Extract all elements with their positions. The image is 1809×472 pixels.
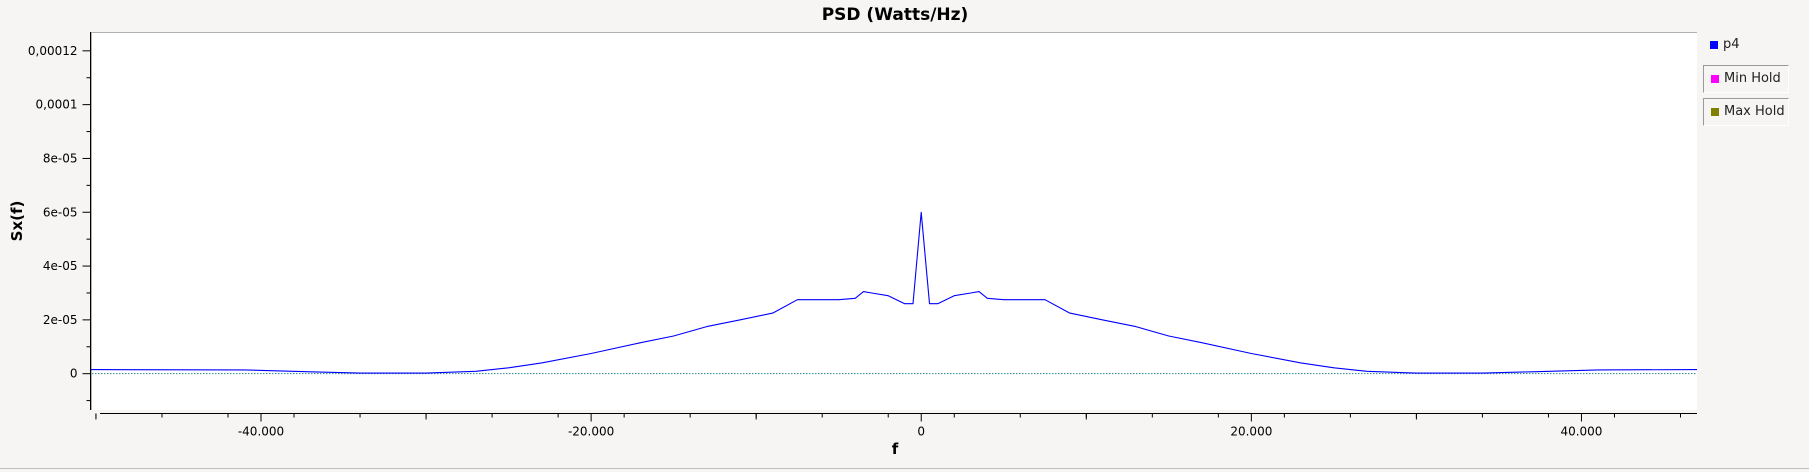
legend-swatch-max-hold (1711, 108, 1719, 116)
plot-canvas[interactable] (91, 32, 1697, 410)
legend-item-max-hold[interactable]: Max Hold (1703, 98, 1789, 126)
y-tick-label: 8e-05 (43, 151, 78, 165)
chart-legend: p4 Min Hold Max Hold (1703, 32, 1789, 131)
legend-label-p4: p4 (1723, 37, 1740, 52)
x-tick-label: 20.000 (1230, 425, 1272, 439)
legend-swatch-min-hold (1711, 75, 1719, 83)
y-tick-label: 0,0001 (36, 98, 78, 112)
y-axis: 0 2e-05 4e-05 6e-05 8e-05 0,0001 0,00012 (28, 32, 91, 410)
y-tick-label: 6e-05 (43, 205, 78, 219)
legend-item-min-hold[interactable]: Min Hold (1703, 65, 1789, 93)
legend-label-min-hold: Min Hold (1724, 71, 1781, 86)
y-axis-label: Sx(f) (8, 201, 26, 242)
y-tick-label: 2e-05 (43, 313, 78, 327)
x-tick-label: 40.000 (1560, 425, 1602, 439)
series-layer (90, 211, 1698, 375)
chart-title: PSD (Watts/Hz) (822, 5, 969, 25)
legend-item-p4[interactable]: p4 (1703, 32, 1789, 60)
legend-swatch-p4 (1710, 41, 1718, 49)
legend-label-max-hold: Max Hold (1724, 104, 1785, 119)
window-bottom-border (0, 468, 1809, 469)
x-tick-label: -20.000 (568, 425, 614, 439)
x-tick-label: -40.000 (238, 425, 284, 439)
y-tick-label: 0,00012 (28, 44, 78, 58)
y-tick-label: 4e-05 (43, 259, 78, 273)
series-line-p4 (90, 211, 1698, 374)
x-axis-label: f (892, 440, 899, 458)
x-axis: -40.000 -20.000 0 20.000 40.000 (95, 413, 1697, 439)
x-tick-label: 0 (917, 425, 925, 439)
y-tick-label: 0 (70, 367, 78, 381)
